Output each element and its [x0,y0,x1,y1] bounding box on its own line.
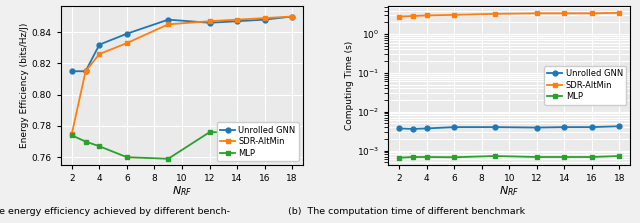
Line: MLP: MLP [69,127,294,161]
Line: Unrolled GNN: Unrolled GNN [69,14,294,74]
MLP [588,156,596,158]
Unrolled GNN [561,126,568,128]
Unrolled GNN [164,18,172,21]
MLP [409,156,417,158]
SDR-AltMin [82,70,90,72]
SDR-AltMin [409,15,417,17]
SDR-AltMin [616,11,623,14]
Line: SDR-AltMin: SDR-AltMin [69,14,294,136]
MLP [395,157,403,159]
SDR-AltMin [561,12,568,15]
MLP [289,128,296,130]
Line: SDR-AltMin: SDR-AltMin [397,10,622,19]
MLP [561,156,568,158]
SDR-AltMin [395,15,403,18]
Y-axis label: Computing Time (s): Computing Time (s) [345,41,354,130]
Line: Unrolled GNN: Unrolled GNN [397,124,622,131]
SDR-AltMin [164,23,172,26]
Unrolled GNN [492,126,499,128]
Unrolled GNN [82,70,90,72]
MLP [451,156,458,159]
Unrolled GNN [95,43,103,46]
Unrolled GNN [409,128,417,130]
MLP [82,140,90,143]
SDR-AltMin [451,14,458,16]
MLP [423,156,431,158]
Y-axis label: Energy Efficiency (bits/Hz/J): Energy Efficiency (bits/Hz/J) [20,23,29,148]
SDR-AltMin [68,132,76,135]
Legend: Unrolled GNN, SDR-AltMin, MLP: Unrolled GNN, SDR-AltMin, MLP [217,122,299,161]
MLP [95,145,103,148]
X-axis label: $N_{RF}$: $N_{RF}$ [499,184,519,198]
Text: (b)  The computation time of different benchmark: (b) The computation time of different be… [288,207,525,216]
MLP [233,131,241,134]
Unrolled GNN [395,127,403,130]
MLP [260,129,268,132]
Line: MLP: MLP [397,154,622,160]
MLP [205,131,213,134]
Unrolled GNN [68,70,76,72]
Unrolled GNN [123,32,131,35]
MLP [492,155,499,157]
MLP [123,156,131,159]
SDR-AltMin [95,53,103,55]
Unrolled GNN [289,15,296,18]
Unrolled GNN [588,126,596,128]
SDR-AltMin [289,15,296,18]
Unrolled GNN [451,126,458,128]
SDR-AltMin [533,12,541,15]
SDR-AltMin [205,20,213,23]
SDR-AltMin [233,18,241,21]
Unrolled GNN [233,20,241,23]
Legend: Unrolled GNN, SDR-AltMin, MLP: Unrolled GNN, SDR-AltMin, MLP [544,66,626,105]
Unrolled GNN [616,125,623,128]
MLP [533,156,541,158]
Unrolled GNN [423,127,431,130]
SDR-AltMin [123,42,131,44]
SDR-AltMin [492,12,499,15]
Unrolled GNN [205,21,213,24]
SDR-AltMin [588,12,596,15]
MLP [68,134,76,137]
Unrolled GNN [533,126,541,129]
MLP [616,155,623,157]
SDR-AltMin [260,17,268,19]
X-axis label: $N_{RF}$: $N_{RF}$ [172,184,192,198]
SDR-AltMin [423,14,431,17]
Text: (a)  The energy efficiency achieved by different bench-: (a) The energy efficiency achieved by di… [0,207,230,216]
Unrolled GNN [260,18,268,21]
MLP [164,157,172,160]
